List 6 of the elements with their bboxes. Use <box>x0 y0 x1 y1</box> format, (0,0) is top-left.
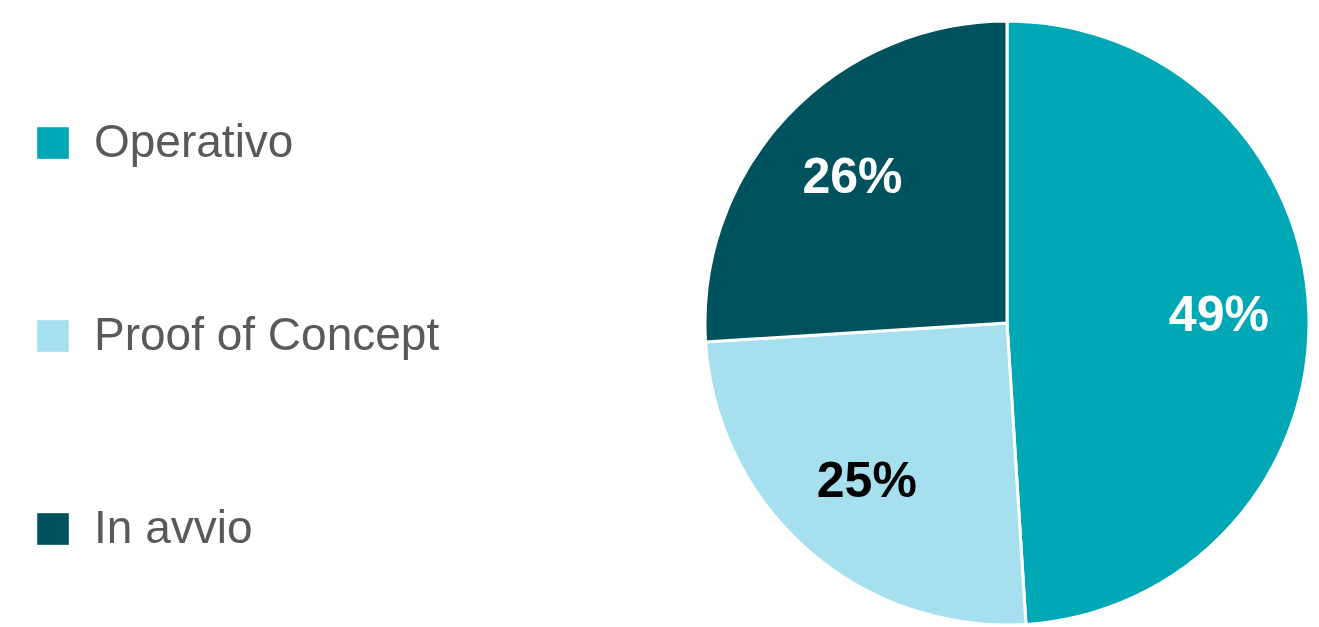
legend-label: In avvio <box>94 501 253 553</box>
data-label: 49% <box>1168 286 1269 343</box>
legend-label: Proof of Concept <box>94 308 440 360</box>
data-label: 26% <box>802 147 903 204</box>
legend-label: Operativo <box>94 115 294 167</box>
data-label: 25% <box>816 452 917 509</box>
